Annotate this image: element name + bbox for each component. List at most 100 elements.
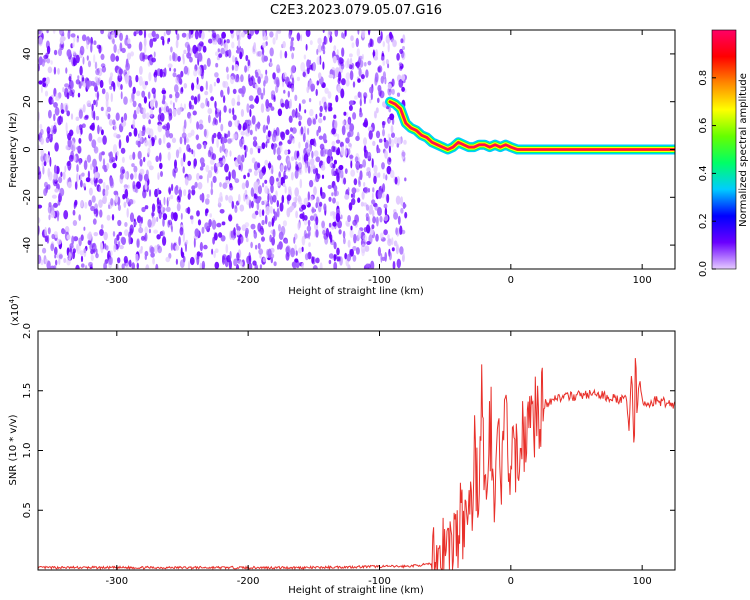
noise-blob: [226, 73, 230, 80]
noise-blob: [382, 41, 385, 48]
noise-blob: [206, 194, 210, 199]
noise-blob: [283, 170, 286, 181]
noise-blob: [54, 106, 60, 116]
noise-blob: [321, 220, 325, 229]
noise-blob: [108, 204, 111, 210]
colorbar-tick-label: 0.0: [698, 261, 709, 277]
noise-blob: [233, 258, 238, 267]
noise-blob: [393, 240, 398, 247]
noise-blob: [54, 254, 57, 259]
noise-blob: [380, 56, 385, 61]
noise-blob: [304, 163, 308, 174]
noise-blob: [97, 136, 103, 143]
noise-blob: [220, 235, 226, 242]
noise-blob: [289, 205, 295, 211]
noise-blob: [124, 172, 128, 179]
noise-blob: [106, 214, 111, 221]
noise-blob: [363, 95, 366, 105]
noise-blob: [56, 254, 59, 259]
noise-blob: [310, 195, 314, 202]
noise-blob: [381, 121, 386, 126]
noise-blob: [234, 74, 240, 83]
y-tick-label: 40: [22, 48, 33, 61]
noise-blob: [311, 206, 314, 214]
noise-blob: [214, 100, 217, 109]
noise-blob: [90, 205, 95, 212]
noise-blob: [404, 177, 407, 182]
noise-blob: [78, 109, 83, 119]
noise-blob: [118, 240, 121, 248]
noise-blob: [205, 164, 210, 173]
noise-blob: [382, 59, 386, 66]
noise-blob: [384, 150, 388, 159]
noise-blob: [222, 182, 228, 189]
noise-blob: [99, 209, 103, 218]
noise-blob: [173, 68, 177, 73]
noise-blob: [47, 131, 50, 139]
noise-blob: [332, 55, 337, 64]
noise-blob: [257, 162, 261, 169]
noise-blob: [297, 156, 301, 161]
noise-blob: [66, 234, 71, 240]
y-tick-label: -20: [22, 189, 33, 205]
noise-blob: [102, 158, 106, 167]
noise-blob: [367, 126, 373, 132]
noise-blob: [387, 42, 390, 53]
noise-blob: [111, 214, 115, 221]
noise-blob: [276, 147, 281, 156]
noise-blob: [302, 71, 306, 78]
noise-blob: [362, 159, 367, 168]
noise-blob: [108, 256, 113, 265]
noise-blob: [249, 255, 252, 264]
noise-blob: [347, 264, 351, 269]
noise-blob: [187, 160, 191, 167]
noise-blob: [77, 75, 80, 80]
noise-blob: [53, 265, 57, 269]
noise-blob: [119, 42, 123, 52]
noise-blob: [42, 82, 47, 88]
noise-blob: [179, 226, 184, 236]
noise-blob: [181, 132, 187, 139]
noise-blob: [327, 102, 331, 112]
noise-blob: [168, 116, 171, 122]
noise-blob: [215, 51, 219, 56]
noise-blob: [275, 84, 279, 94]
noise-blob: [269, 47, 274, 57]
noise-blob: [279, 131, 285, 138]
noise-blob: [83, 248, 87, 258]
y-tick-label: 20: [22, 95, 33, 108]
noise-blob: [196, 143, 202, 150]
noise-blob: [207, 149, 211, 158]
noise-blob: [272, 228, 276, 238]
noise-blob: [95, 253, 99, 259]
noise-blob: [387, 63, 390, 69]
noise-blob: [73, 236, 79, 242]
noise-blob: [205, 198, 210, 205]
noise-blob: [132, 86, 136, 94]
noise-blob: [148, 72, 152, 82]
noise-blob: [225, 243, 229, 254]
noise-blob: [51, 233, 55, 240]
noise-blob: [99, 229, 104, 236]
noise-blob: [40, 137, 44, 145]
noise-blob: [59, 187, 65, 197]
noise-blob: [175, 39, 179, 49]
noise-blob: [322, 61, 325, 70]
noise-blob: [82, 104, 86, 113]
noise-blob: [170, 211, 175, 220]
noise-blob: [243, 144, 247, 151]
noise-blob: [112, 38, 115, 45]
noise-blob: [61, 229, 66, 235]
noise-blob: [138, 227, 144, 234]
noise-blob: [186, 52, 192, 59]
noise-blob: [118, 139, 122, 149]
noise-blob: [276, 64, 281, 74]
noise-blob: [337, 85, 342, 94]
noise-blob: [117, 204, 121, 211]
noise-blob: [53, 66, 57, 75]
noise-blob: [130, 173, 134, 180]
noise-blob: [72, 50, 76, 56]
noise-blob: [149, 38, 154, 48]
noise-blob: [261, 54, 266, 63]
noise-blob: [401, 74, 405, 81]
